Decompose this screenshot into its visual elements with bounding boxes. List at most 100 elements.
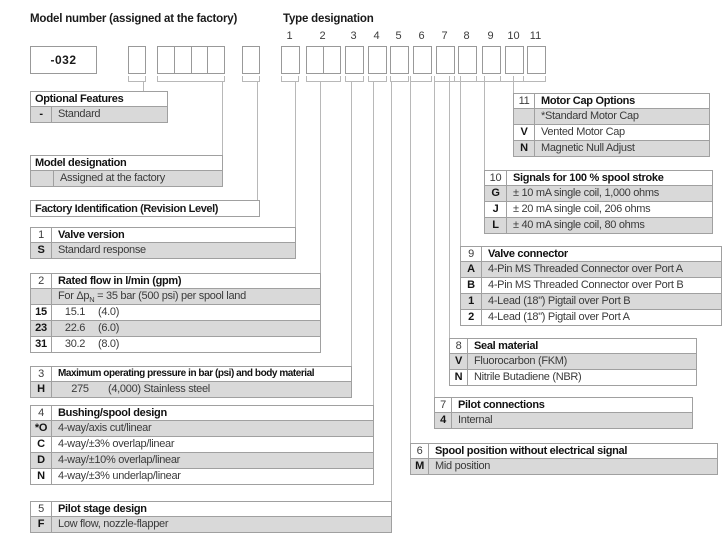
code-box-2 <box>306 46 341 74</box>
table-pilot-stage: 5 Pilot stage design F Low flow, nozzle-… <box>30 501 392 533</box>
table-row: 2 4-Lead (18") Pigtail over Port A <box>460 310 722 326</box>
row-key: N <box>514 141 535 156</box>
row-key: 23 <box>31 321 52 336</box>
table-row: N Nitrile Butadiene (NBR) <box>449 370 697 386</box>
row-value: Standard response <box>58 244 146 256</box>
table-number: 8 <box>450 339 468 353</box>
row-key: L <box>485 218 507 233</box>
table-number: 3 <box>31 367 52 381</box>
table-header: 1 Valve version <box>30 227 296 243</box>
row-key: 4 <box>435 413 452 428</box>
table-title: Pilot stage design <box>58 503 147 515</box>
connector-bracket <box>460 76 501 82</box>
position-label-9: 9 <box>487 30 494 42</box>
table-title: Bushing/spool design <box>58 407 167 419</box>
connector-bracket <box>410 76 432 82</box>
table-header: 4 Bushing/spool design <box>30 405 374 421</box>
table-row: N 4-way/±3% underlap/linear <box>30 469 374 485</box>
code-box-9 <box>482 46 501 74</box>
row-key: 31 <box>31 337 52 352</box>
connector-line <box>295 82 296 227</box>
table-row: M Mid position <box>410 459 718 475</box>
table-header: Model designation <box>30 155 223 171</box>
row-value: 4-Pin MS Threaded Connector over Port A <box>488 263 683 275</box>
row-key: 1 <box>461 294 482 309</box>
table-row: 15 15.1 (4.0) <box>30 305 321 321</box>
table-max-pressure: 3 Maximum operating pressure in bar (psi… <box>30 366 352 398</box>
row-value: 4-way/±3% overlap/linear <box>58 438 175 450</box>
table-signals: 10 Signals for 100 % spool stroke G ± 10… <box>484 170 713 234</box>
row-key <box>31 171 54 186</box>
row-value: Nitrile Butadiene (NBR) <box>474 371 582 383</box>
row-key <box>514 109 535 124</box>
row-key: C <box>31 437 52 452</box>
row-key: G <box>485 186 507 201</box>
connector-bracket <box>128 76 146 82</box>
model-number-heading: Model number (assigned at the factory) <box>30 13 238 25</box>
table-number: 6 <box>411 444 429 458</box>
code-cell <box>324 47 340 73</box>
table-row: 1 4-Lead (18") Pigtail over Port B <box>460 294 722 310</box>
row-key: F <box>31 517 52 532</box>
row-key: A <box>461 262 482 277</box>
table-row: B 4-Pin MS Threaded Connector over Port … <box>460 278 722 294</box>
position-label-6: 6 <box>418 30 425 42</box>
row-value: 4-Pin MS Threaded Connector over Port B <box>488 279 684 291</box>
table-title: Seal material <box>474 340 538 352</box>
connector-bracket <box>242 76 260 82</box>
table-number: 4 <box>31 406 52 420</box>
row-value: ± 40 mA single coil, 80 ohms <box>513 219 645 231</box>
table-title: Valve version <box>58 229 125 241</box>
table-motor-cap: 11 Motor Cap Options *Standard Motor Cap… <box>513 93 710 157</box>
code-box-11 <box>527 46 546 74</box>
optional-features-code-box <box>128 46 146 74</box>
position-label-1: 1 <box>286 30 293 42</box>
connector-line <box>351 82 352 366</box>
table-number: 5 <box>31 502 52 516</box>
row-key: V <box>514 125 535 140</box>
row-key: J <box>485 202 507 217</box>
table-row: A 4-Pin MS Threaded Connector over Port … <box>460 262 722 278</box>
table-seal-material: 8 Seal material V Fluorocarbon (FKM) N N… <box>449 338 697 386</box>
row-key: N <box>450 370 468 385</box>
table-header: 9 Valve connector <box>460 246 722 262</box>
table-row: 31 30.2 (8.0) <box>30 337 321 353</box>
table-header: 3 Maximum operating pressure in bar (psi… <box>30 366 352 382</box>
table-title: Rated flow in l/min (gpm) <box>58 275 182 287</box>
connector-bracket <box>157 76 225 82</box>
table-row: V Vented Motor Cap <box>513 125 710 141</box>
position-label-5: 5 <box>395 30 402 42</box>
row-value: Mid position <box>435 460 491 472</box>
connector-bracket <box>484 76 524 82</box>
table-subtitle-row: For ΔpN = 35 bar (500 psi) per spool lan… <box>30 289 321 305</box>
row-value: 22.6 (6.0) <box>64 322 120 334</box>
position-label-2: 2 <box>319 30 326 42</box>
table-header: 5 Pilot stage design <box>30 501 392 517</box>
row-key: H <box>31 382 52 397</box>
code-cell <box>208 47 224 73</box>
row-value: 4-way/±3% underlap/linear <box>58 470 181 482</box>
table-row: 4 Internal <box>434 413 693 429</box>
row-value: Internal <box>458 414 493 426</box>
table-header: Optional Features <box>30 91 168 107</box>
table-row: N Magnetic Null Adjust <box>513 141 710 157</box>
table-optional-features: Optional Features - Standard <box>30 91 168 123</box>
table-number: 2 <box>31 274 52 288</box>
table-number: 9 <box>461 247 482 261</box>
position-label-10: 10 <box>507 30 520 42</box>
row-key: *O <box>31 421 52 436</box>
connector-line <box>391 82 392 501</box>
table-bushing-spool: 4 Bushing/spool design *O 4-way/axis cut… <box>30 405 374 485</box>
row-key: S <box>31 243 52 258</box>
table-row: *O 4-way/axis cut/linear <box>30 421 374 437</box>
table-title: Optional Features <box>35 93 124 105</box>
row-value: 15.1 (4.0) <box>64 306 120 318</box>
table-header: 10 Signals for 100 % spool stroke <box>484 170 713 186</box>
table-header: 7 Pilot connections <box>434 397 693 413</box>
row-value: 4-Lead (18") Pigtail over Port B <box>488 295 631 307</box>
table-header: 11 Motor Cap Options <box>513 93 710 109</box>
code-box-4 <box>368 46 387 74</box>
table-number: 11 <box>514 94 535 108</box>
row-value: Assigned at the factory <box>60 172 165 184</box>
